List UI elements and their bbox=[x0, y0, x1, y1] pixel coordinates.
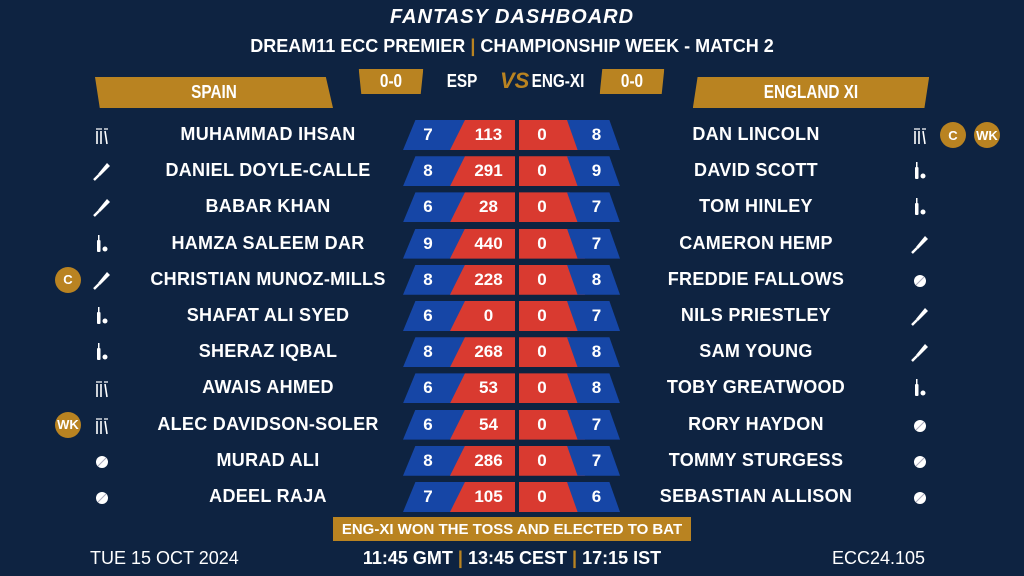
all-rounder-icon bbox=[909, 160, 931, 182]
time-gmt: 11:45 GMT bbox=[362, 548, 453, 568]
separator: | bbox=[470, 36, 476, 56]
player-row: HAMZA SALEEM DAR 9 440 0 7 CAMERON HEMP bbox=[0, 228, 1024, 259]
right-team-code: ENG-XI bbox=[531, 71, 585, 91]
left-player-name: SHAFAT ALI SYED bbox=[186, 305, 350, 325]
right-player-name: DAN LINCOLN bbox=[692, 124, 820, 144]
batter-icon bbox=[909, 341, 931, 363]
player-row: DANIEL DOYLE-CALLE 8 291 0 9 DAVID SCOTT bbox=[0, 156, 1024, 187]
captain-badge: C bbox=[55, 266, 81, 293]
left-player-name: ALEC DAVIDSON-SOLER bbox=[157, 413, 379, 434]
right-team-banner: ENGLAND XI bbox=[692, 77, 930, 108]
right-team-score: 0-0 bbox=[599, 69, 665, 94]
bowler-icon bbox=[909, 414, 931, 436]
bowler-icon bbox=[91, 486, 113, 508]
left-player-name: HAMZA SALEEM DAR bbox=[171, 232, 365, 253]
left-player-name: DANIEL DOYLE-CALLE bbox=[165, 160, 371, 181]
player-row: C CHRISTIAN MUNOZ-MILLS 8 228 0 8 FREDDIE FALL… bbox=[0, 264, 1024, 295]
left-player-name: AWAIS AHMED bbox=[202, 377, 334, 398]
all-rounder-icon bbox=[909, 377, 931, 399]
captain-badge: C bbox=[940, 122, 966, 148]
right-player-name: CAMERON HEMP bbox=[679, 232, 833, 253]
left-team-name: SPAIN bbox=[191, 82, 237, 102]
batter-icon bbox=[91, 160, 113, 182]
right-player-name: TOM HINLEY bbox=[699, 196, 813, 217]
wicketkeeper-icon bbox=[91, 377, 113, 399]
batter-icon bbox=[909, 233, 931, 255]
separator: | bbox=[572, 548, 578, 568]
wicketkeeper-badge: WK bbox=[974, 122, 1000, 148]
separator: | bbox=[457, 548, 463, 568]
batter-icon bbox=[909, 305, 931, 327]
batter-icon bbox=[91, 269, 113, 291]
player-row: MUHAMMAD IHSAN 7 113 0 8 DAN LINCOLN C WK bbox=[0, 120, 1024, 150]
left-player-credits: 7 bbox=[403, 120, 465, 150]
right-player-name: SAM YOUNG bbox=[699, 341, 813, 362]
wicketkeeper-icon bbox=[91, 414, 113, 436]
match-name: CHAMPIONSHIP WEEK - MATCH 2 bbox=[480, 36, 774, 56]
player-row: SHERAZ IQBAL 8 268 0 8 SAM YOUNG bbox=[0, 337, 1024, 368]
bowler-icon bbox=[909, 450, 931, 472]
match-times: 11:45 GMT | 13:45 CEST | 17:15 IST bbox=[0, 548, 1024, 569]
player-row: AWAIS AHMED 6 53 0 8 TOBY GREATWOOD bbox=[0, 373, 1024, 404]
left-team-score: 0-0 bbox=[358, 69, 424, 94]
player-row: SHAFAT ALI SYED 6 0 0 7 NILS PRIESTLEY bbox=[0, 301, 1024, 331]
player-row: MURAD ALI 8 286 0 7 TOMMY STURGESS bbox=[0, 445, 1024, 476]
bowler-icon bbox=[91, 450, 113, 472]
right-player-name: RORY HAYDON bbox=[688, 413, 824, 434]
player-row: ADEEL RAJA 7 105 0 6 SEBASTIAN ALLISON bbox=[0, 482, 1024, 512]
player-row: BABAR KHAN 6 28 0 7 TOM HINLEY bbox=[0, 192, 1024, 223]
left-team-banner: SPAIN bbox=[95, 77, 333, 108]
page-title: FANTASY DASHBOARD bbox=[389, 6, 635, 28]
wicketkeeper-icon bbox=[909, 124, 931, 146]
batter-icon bbox=[91, 196, 113, 218]
left-player-name: MUHAMMAD IHSAN bbox=[180, 124, 356, 144]
toss-banner: ENG-XI WON THE TOSS AND ELECTED TO BAT bbox=[333, 517, 691, 541]
right-player-name: FREDDIE FALLOWS bbox=[667, 268, 845, 289]
vs-logo: VS bbox=[500, 68, 530, 93]
right-player-name: SEBASTIAN ALLISON bbox=[659, 486, 853, 506]
left-player-points: 105 bbox=[450, 482, 515, 512]
left-player-name: ADEEL RAJA bbox=[209, 486, 327, 506]
time-ist: 17:15 IST bbox=[582, 548, 662, 568]
match-date: TUE 15 OCT 2024 bbox=[90, 548, 239, 568]
time-cest: 13:45 CEST bbox=[467, 548, 568, 568]
right-player-name: TOMMY STURGESS bbox=[668, 449, 844, 470]
left-player-name: MURAD ALI bbox=[216, 449, 320, 470]
right-player-name: NILS PRIESTLEY bbox=[680, 305, 832, 325]
left-player-name: BABAR KHAN bbox=[205, 196, 331, 217]
right-player-name: TOBY GREATWOOD bbox=[666, 377, 846, 398]
bowler-icon bbox=[909, 269, 931, 291]
left-team-code: ESP bbox=[446, 71, 478, 91]
right-player-name: DAVID SCOTT bbox=[694, 160, 818, 181]
right-team-name: ENGLAND XI bbox=[763, 82, 859, 102]
match-code: ECC24.105 bbox=[832, 548, 926, 568]
all-rounder-icon bbox=[91, 305, 113, 327]
bowler-icon bbox=[909, 486, 931, 508]
left-player-name: CHRISTIAN MUNOZ-MILLS bbox=[150, 268, 386, 289]
wicketkeeper-badge: WK bbox=[55, 411, 81, 438]
match-subtitle: DREAM11 ECC PREMIER | CHAMPIONSHIP WEEK … bbox=[0, 36, 1024, 57]
left-player-name: SHERAZ IQBAL bbox=[198, 341, 338, 362]
player-row: WK ALEC DAVIDSON-SOLER 6 54 0 7 RORY HAYDON bbox=[0, 409, 1024, 440]
left-player-points: 228 bbox=[450, 264, 515, 295]
league-name: DREAM11 ECC PREMIER bbox=[250, 36, 466, 56]
wicketkeeper-icon bbox=[91, 124, 113, 146]
all-rounder-icon bbox=[91, 341, 113, 363]
left-player-credits: 8 bbox=[403, 264, 465, 295]
all-rounder-icon bbox=[909, 196, 931, 218]
all-rounder-icon bbox=[91, 233, 113, 255]
